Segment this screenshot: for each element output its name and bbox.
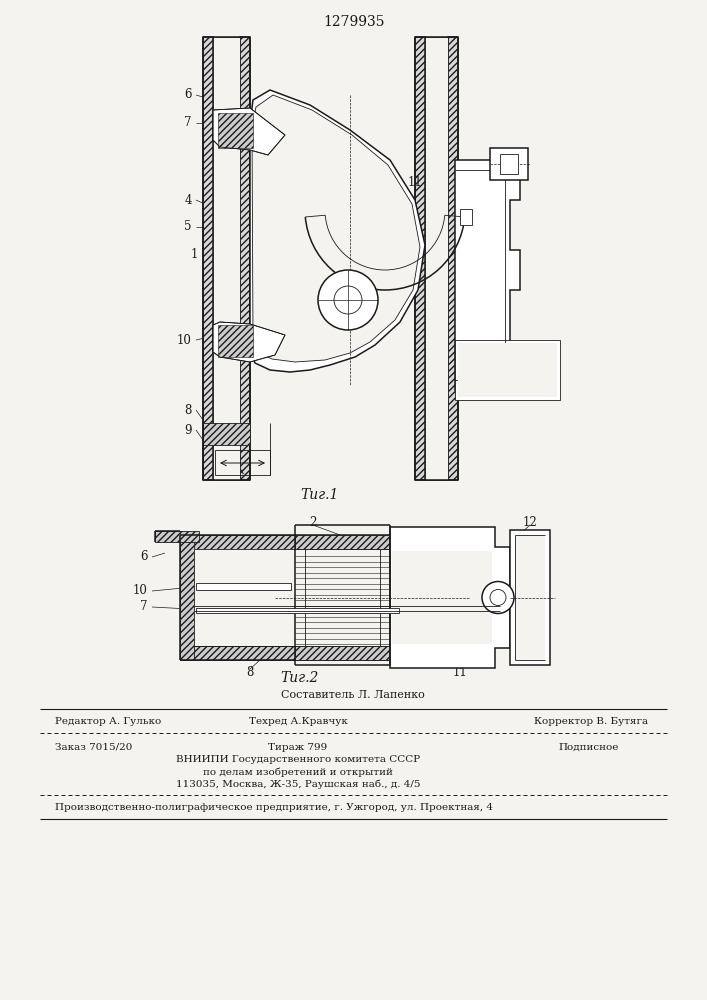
Text: Техред А.Кравчук: Техред А.Кравчук (249, 716, 347, 726)
Bar (460, 209, 472, 225)
Bar (180, 535, 194, 660)
Polygon shape (455, 160, 520, 390)
Text: 12: 12 (522, 516, 537, 528)
Bar (515, 535, 545, 660)
Text: 1: 1 (191, 248, 198, 261)
Bar (500, 154, 518, 174)
Polygon shape (250, 90, 425, 372)
Text: +: + (253, 121, 263, 131)
Text: 8: 8 (246, 666, 254, 678)
Bar (415, 37, 425, 480)
Bar (218, 113, 253, 148)
Text: Производственно-полиграфическое предприятие, г. Ужгород, ул. Проектная, 4: Производственно-полиграфическое предприя… (55, 802, 493, 812)
Text: 11: 11 (452, 666, 467, 678)
Text: 12: 12 (505, 151, 520, 164)
Bar (510, 530, 550, 665)
Bar (295, 535, 390, 549)
Text: ВНИИПИ Государственного комитета СССР: ВНИИПИ Государственного комитета СССР (176, 756, 420, 764)
Text: Корректор В. Бутяга: Корректор В. Бутяга (534, 716, 648, 726)
Text: 11: 11 (408, 176, 423, 188)
Bar (194, 549, 400, 646)
Polygon shape (213, 322, 285, 362)
Text: +: + (407, 627, 418, 641)
Text: 1279935: 1279935 (323, 15, 385, 29)
Bar (425, 37, 448, 480)
Bar (448, 37, 458, 480)
Bar (180, 646, 400, 660)
Text: 7: 7 (141, 600, 148, 613)
Text: 2: 2 (478, 273, 486, 286)
Text: 5: 5 (185, 221, 192, 233)
Text: +: + (253, 135, 263, 145)
Bar (295, 646, 390, 660)
Text: 9: 9 (185, 424, 192, 436)
Bar (203, 423, 250, 445)
Text: Подписное: Подписное (558, 742, 619, 752)
Bar (490, 148, 528, 180)
Polygon shape (213, 108, 285, 155)
Bar (180, 535, 400, 549)
Text: Редактор А. Гулько: Редактор А. Гулько (55, 716, 161, 726)
Text: 2: 2 (309, 516, 317, 528)
Text: 4: 4 (185, 194, 192, 207)
Bar (196, 582, 291, 589)
Text: Τиг.1: Τиг.1 (300, 488, 339, 502)
Bar (155, 531, 199, 542)
Text: 7: 7 (185, 116, 192, 129)
Bar (196, 607, 399, 612)
Circle shape (482, 582, 514, 613)
Text: Тираж 799: Тираж 799 (269, 742, 327, 752)
Circle shape (318, 270, 378, 330)
Bar (458, 343, 557, 397)
Bar (215, 450, 270, 475)
Bar (203, 37, 213, 480)
Text: Заказ 7015/20: Заказ 7015/20 (55, 742, 132, 752)
Bar (392, 551, 492, 644)
Polygon shape (252, 95, 420, 362)
Text: 10: 10 (133, 584, 148, 597)
Text: 10: 10 (177, 334, 192, 347)
Polygon shape (390, 527, 510, 668)
Text: 6: 6 (185, 89, 192, 102)
Text: по делам изобретений и открытий: по делам изобретений и открытий (203, 767, 393, 777)
Text: 3: 3 (468, 354, 476, 366)
Bar (213, 37, 240, 480)
Text: Τиг.2: Τиг.2 (281, 671, 319, 685)
Text: 113035, Москва, Ж-35, Раушская наб., д. 4/5: 113035, Москва, Ж-35, Раушская наб., д. … (176, 779, 420, 789)
Text: +: + (407, 554, 418, 568)
Bar (218, 325, 253, 357)
Text: Составитель Л. Лапенко: Составитель Л. Лапенко (281, 690, 425, 700)
Polygon shape (455, 340, 560, 400)
Text: x: x (239, 467, 245, 476)
Text: 8: 8 (185, 403, 192, 416)
Text: 6: 6 (141, 550, 148, 564)
Bar (240, 37, 250, 480)
